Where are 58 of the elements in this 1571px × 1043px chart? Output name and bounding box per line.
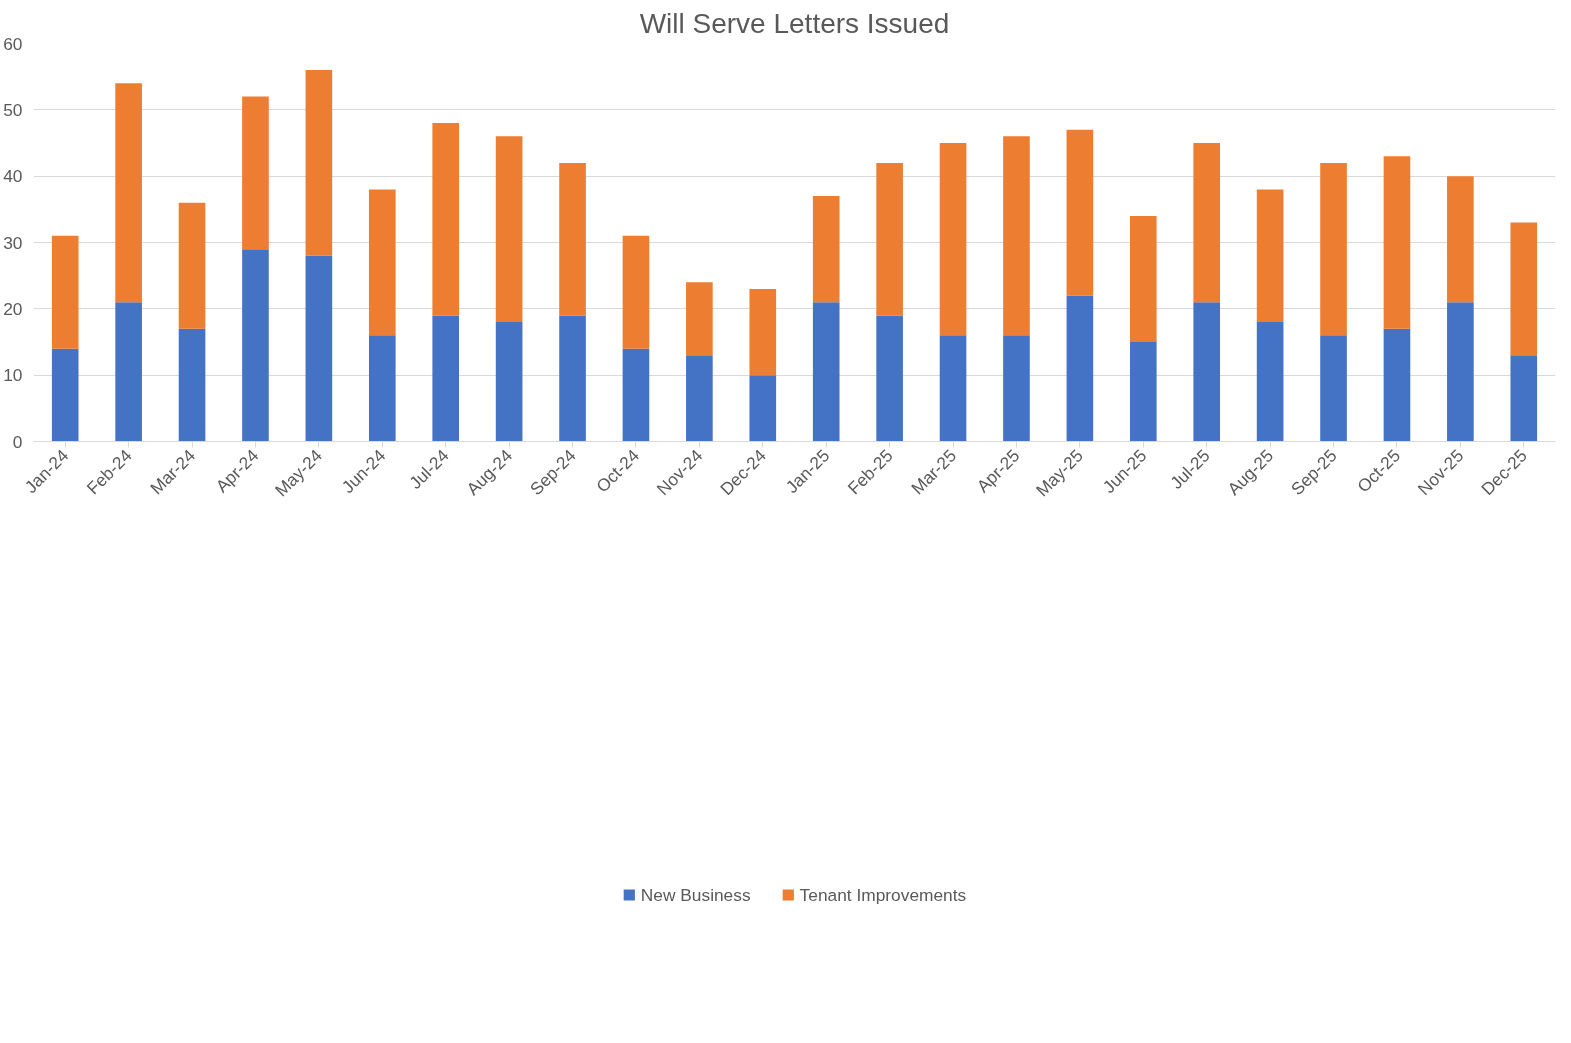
bar [1003, 335, 1030, 442]
bar [1447, 302, 1474, 442]
y-tick-label: 10 [3, 365, 23, 386]
bar [686, 282, 713, 356]
bar [1066, 129, 1094, 296]
bar [305, 255, 333, 442]
bar [495, 136, 523, 323]
bar [1256, 322, 1284, 442]
bar [1320, 335, 1347, 442]
bar [368, 189, 396, 336]
bar [622, 348, 650, 442]
bar [749, 288, 777, 376]
bar [368, 335, 396, 442]
y-tick-label: 30 [3, 232, 23, 253]
bar [1383, 328, 1411, 442]
legend-label: Tenant Improvements [799, 884, 967, 906]
y-tick-label: 60 [3, 33, 23, 54]
bar [115, 302, 142, 442]
bar [178, 202, 206, 329]
bar [876, 162, 903, 316]
bar [495, 322, 523, 442]
bar [749, 375, 777, 442]
bar [1129, 215, 1157, 342]
bar [51, 235, 79, 349]
bar [812, 302, 840, 442]
bar [1256, 189, 1284, 323]
bar [1383, 156, 1411, 329]
bar [1193, 302, 1221, 442]
bar [115, 83, 142, 303]
bar [686, 355, 713, 442]
bar [1066, 295, 1094, 442]
bar [432, 315, 460, 442]
bar [622, 235, 650, 349]
y-tick-label: 40 [3, 166, 23, 187]
bar [559, 315, 586, 442]
bar [812, 196, 840, 303]
y-tick-label: 20 [3, 298, 23, 319]
y-tick-label: 50 [3, 99, 23, 120]
bar [305, 70, 333, 256]
bar [1320, 162, 1347, 336]
bar [242, 249, 269, 442]
bar [242, 96, 269, 250]
bar [876, 315, 903, 442]
bar [178, 328, 206, 442]
y-tick-label: 0 [12, 431, 23, 452]
bar [1510, 222, 1538, 356]
bar [1447, 176, 1474, 303]
bar [559, 162, 586, 316]
legend-label: New Business [640, 884, 751, 906]
bar [1003, 136, 1030, 336]
bar [1193, 143, 1221, 303]
bar [51, 348, 79, 442]
bar [432, 123, 460, 316]
bar [939, 143, 967, 336]
bar [1510, 355, 1538, 442]
chart-title: Will Serve Letters Issued [639, 7, 950, 39]
bar [939, 335, 967, 442]
bar [1129, 342, 1157, 442]
